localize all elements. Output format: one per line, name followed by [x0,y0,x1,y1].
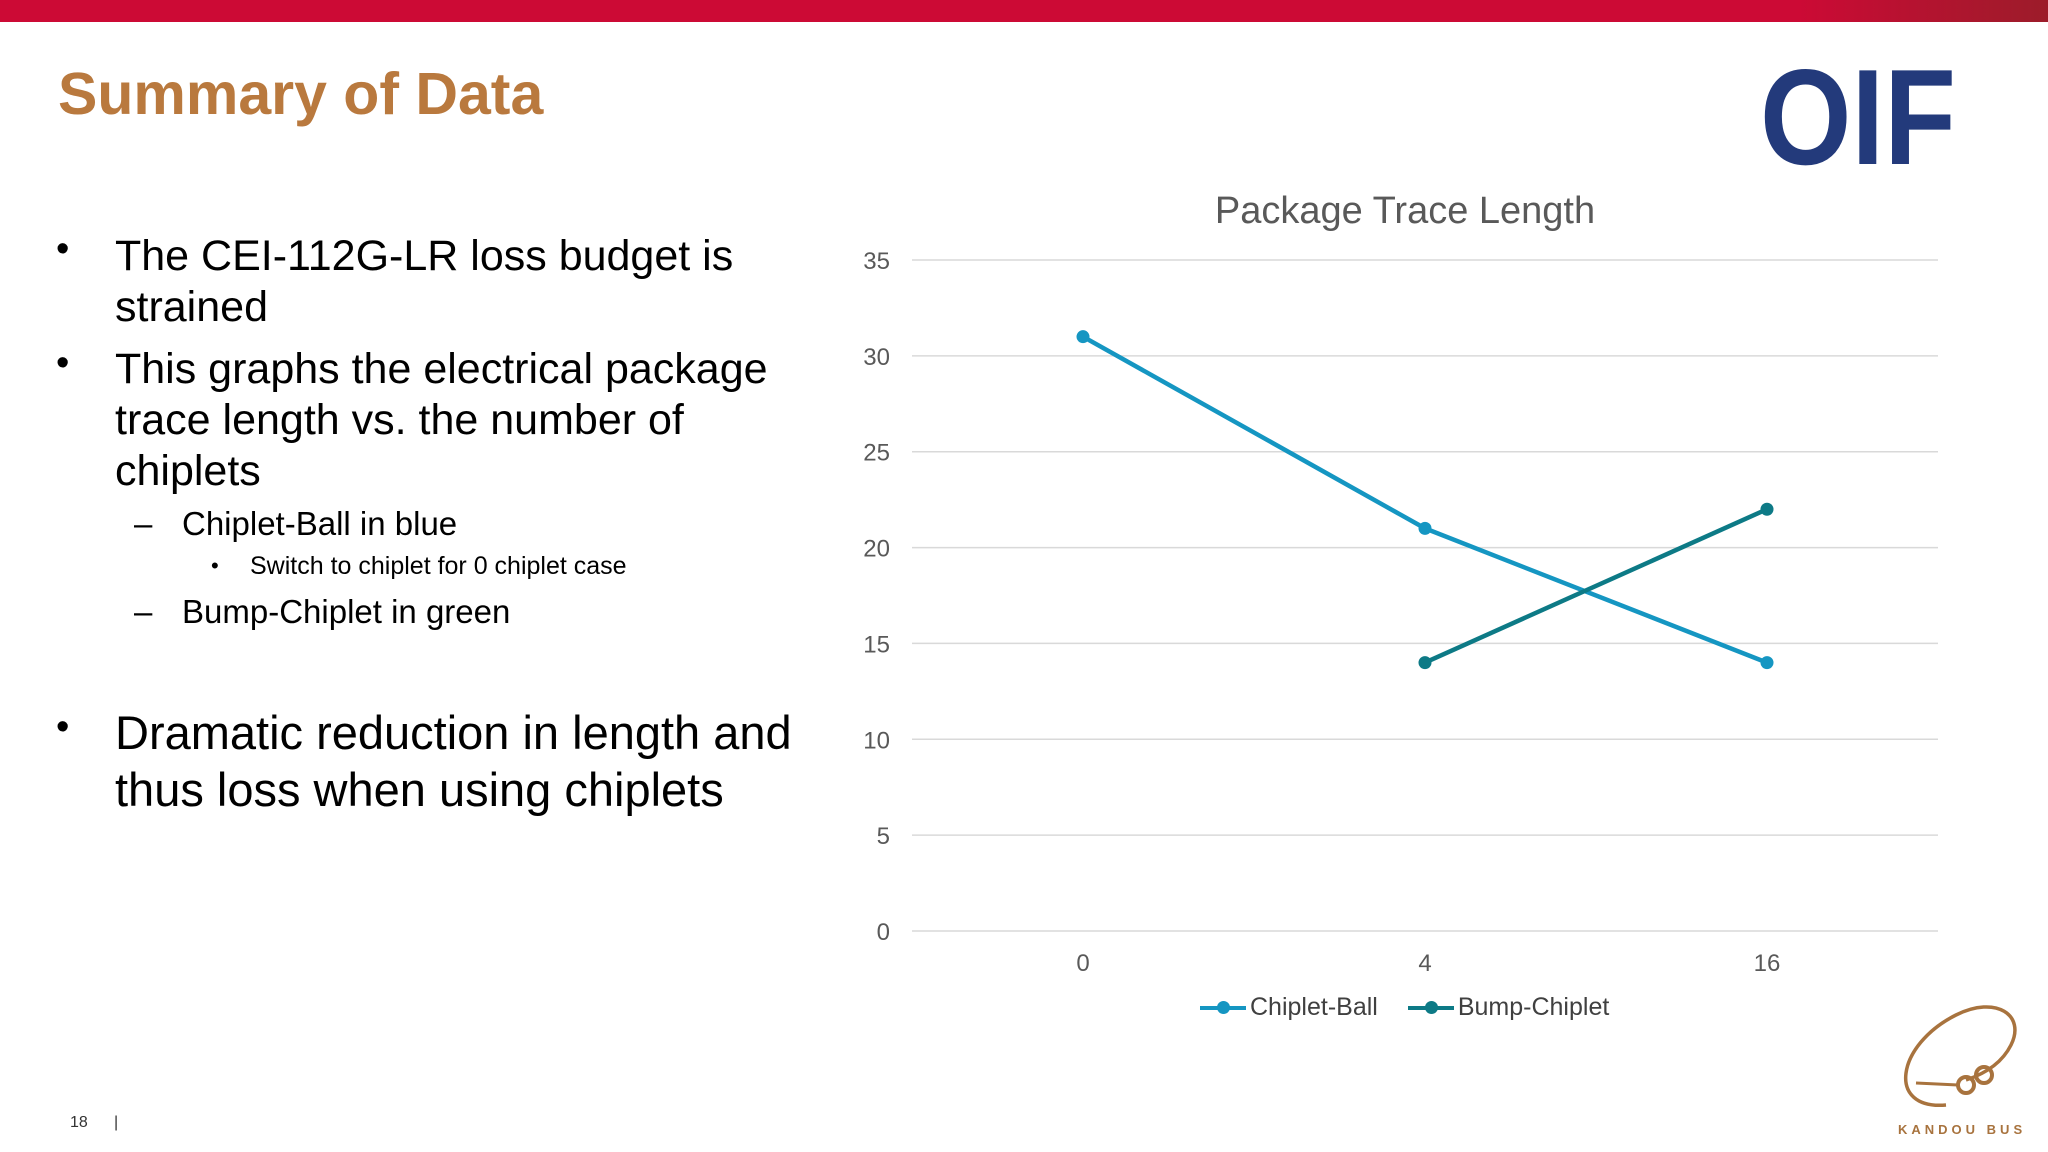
bullet-glyph: • [56,228,70,270]
data-point [1418,656,1432,670]
legend-swatch [1407,1000,1454,1014]
y-tick-label: 35 [863,248,890,275]
x-tick-label: 0 [1076,950,1089,977]
bullet-glyph: • [211,553,219,578]
legend-label: Chiplet-Ball [1250,993,1378,1021]
legend-swatch [1200,1000,1246,1014]
x-tick-label: 16 [1754,950,1781,977]
slide-title: Summary of Data [58,61,544,127]
data-point [1076,330,1090,344]
y-tick-label: 25 [863,440,890,467]
y-tick-label: 30 [863,344,890,371]
data-point [1418,521,1432,535]
sub-bullet-bump-chiplet: Bump-Chiplet in green [182,593,511,630]
kandou-logo-icon [1904,1005,2017,1107]
dash-glyph: – [134,505,153,542]
chart-gridlines [912,259,1938,932]
y-tick-label: 0 [877,919,890,946]
sub-sub-bullet-switch: Switch to chiplet for 0 chiplet case [250,552,627,580]
y-tick-label: 20 [863,536,890,563]
data-point [1760,656,1774,670]
sub-bullet-chiplet-ball: Chiplet-Ball in blue [182,505,458,542]
series-line-chiplet-ball [1081,334,1768,665]
bullet-glyph: • [56,706,70,748]
legend-item: Bump-Chiplet [1407,993,1610,1022]
bullet-3: Dramatic reduction in length and thus lo… [115,706,792,816]
page-number: 18 [70,1114,88,1131]
bullet-2: This graphs the electrical package trace… [115,345,768,495]
data-point [1760,502,1774,516]
top-accent-bar [0,0,2048,22]
chart-title: Package Trace Length [1215,190,1595,232]
oif-logo: OIF [1760,64,1956,170]
page-separator: | [114,1114,119,1131]
y-tick-label: 15 [863,631,890,658]
chart-x-axis: 0 4 16 [1076,950,1780,977]
legend-item: Chiplet-Ball [1200,993,1378,1022]
kandou-logo-text: KANDOU BUS [1898,1122,2027,1137]
dash-glyph: – [134,593,153,630]
top-accent-bar-end [1798,0,2048,22]
oif-logo-text: OIF [1760,64,1956,170]
chart-series [1076,330,1774,670]
bullet-1: The CEI-112G-LR loss budget is strained [115,232,734,331]
legend-label: Bump-Chiplet [1457,993,1610,1021]
y-tick-label: 10 [863,727,890,754]
chart-legend: Chiplet-Ball Bump-Chiplet [1200,993,1639,1022]
chart-y-axis: 0 5 10 15 20 25 30 35 [863,248,890,946]
x-tick-label: 4 [1418,950,1431,977]
bullet-glyph: • [56,342,70,384]
series-line-bump-chiplet [1424,507,1768,665]
line-chart: Package Trace Length 0 5 10 15 20 25 30 35 0 4 16 [863,190,1938,977]
y-tick-label: 5 [877,823,890,850]
